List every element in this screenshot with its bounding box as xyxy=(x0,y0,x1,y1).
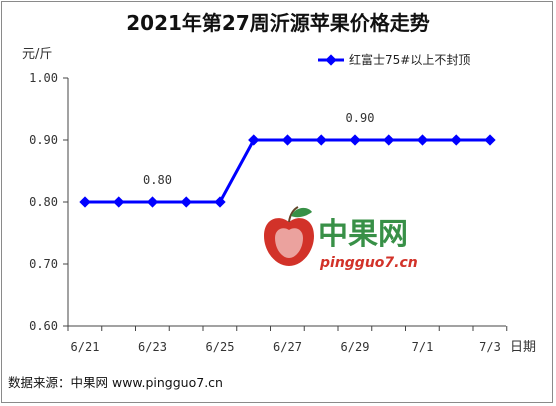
x-tick-label: 6/25 xyxy=(206,340,235,354)
x-tick-label: 6/27 xyxy=(273,340,302,354)
x-tick-label: 6/29 xyxy=(341,340,370,354)
chart-title: 2021年第27周沂源苹果价格走势 xyxy=(126,11,430,35)
watermark-url: pingguo7.cn xyxy=(319,255,418,271)
legend-label: 红富士75#以上不封顶 xyxy=(349,52,470,67)
data-point xyxy=(248,134,260,146)
legend: 红富士75#以上不封顶 xyxy=(318,52,470,67)
data-point xyxy=(281,134,294,146)
value-annotation: 0.80 xyxy=(143,173,172,187)
y-unit-label: 元/斤 xyxy=(22,47,52,62)
value-annotation: 0.90 xyxy=(346,111,375,125)
x-ticks: 6/21 6/23 6/25 6/27 6/29 7/1 7/3 xyxy=(67,326,508,354)
y-tick-label: 0.70 xyxy=(29,257,58,271)
y-tick-label: 1.00 xyxy=(29,71,58,85)
data-point xyxy=(113,196,125,208)
watermark: 中果网 pingguo7.cn xyxy=(264,206,418,271)
data-point xyxy=(484,134,496,146)
data-point xyxy=(349,134,361,146)
watermark-text: 中果网 xyxy=(318,217,408,252)
y-tick-label: 0.80 xyxy=(29,195,58,209)
data-point xyxy=(79,196,91,208)
series-layer xyxy=(79,134,496,208)
y-ticks: 1.00 0.90 0.80 0.70 0.60 xyxy=(29,71,68,333)
data-source-footer: 数据来源：中果网 www.pingguo7.cn xyxy=(8,375,223,390)
legend-marker xyxy=(325,54,337,66)
data-point xyxy=(180,196,192,208)
y-tick-label: 0.60 xyxy=(29,319,58,333)
x-tick-label: 7/3 xyxy=(479,340,501,354)
data-point xyxy=(146,196,159,208)
data-point xyxy=(315,134,327,146)
data-point xyxy=(383,134,395,146)
x-tick-label: 6/21 xyxy=(71,340,100,354)
x-tick-label: 7/1 xyxy=(412,340,434,354)
data-point xyxy=(450,134,462,146)
apple-logo-icon xyxy=(264,206,314,266)
x-axis-label: 日期 xyxy=(510,340,536,355)
x-tick-label: 6/23 xyxy=(138,340,167,354)
data-point xyxy=(416,134,429,146)
y-tick-label: 0.90 xyxy=(29,133,58,147)
data-point xyxy=(214,196,226,208)
series-line xyxy=(85,138,490,204)
annotations: 0.80 0.90 xyxy=(143,111,374,187)
